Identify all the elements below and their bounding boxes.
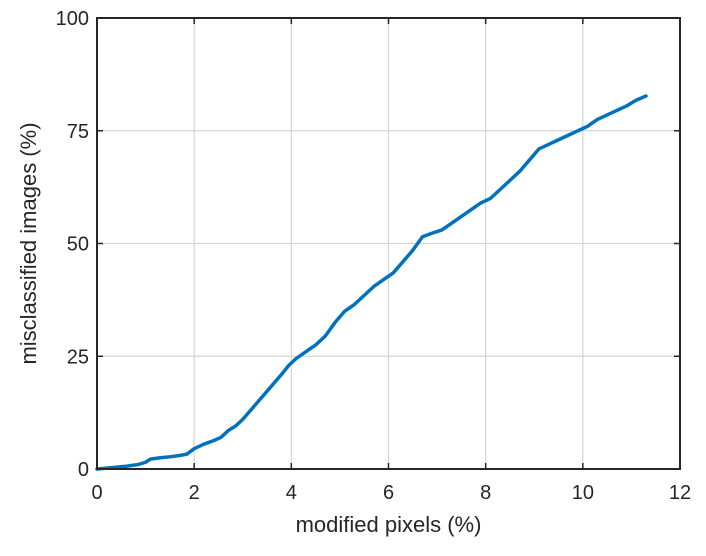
y-tick-label: 75 — [67, 121, 89, 143]
x-tick-label: 12 — [669, 482, 691, 504]
x-axis-label: modified pixels (%) — [296, 512, 482, 537]
y-tick-label: 25 — [67, 346, 89, 368]
x-tick-label: 10 — [572, 482, 594, 504]
y-tick-label: 0 — [78, 459, 89, 481]
series-layer — [95, 94, 648, 471]
x-tick-label: 4 — [286, 482, 297, 504]
series-line — [95, 94, 648, 471]
tick-labels: 0 2 4 6 8 10 12 0 25 50 75 100 — [56, 8, 692, 504]
x-tick-label: 6 — [383, 482, 394, 504]
x-tick-label: 2 — [189, 482, 200, 504]
y-axis-label: misclassified images (%) — [16, 122, 41, 364]
y-tick-label: 50 — [67, 234, 89, 256]
x-tick-label: 0 — [91, 482, 102, 504]
axes — [96, 17, 681, 470]
x-tick-label: 8 — [480, 482, 491, 504]
grid — [97, 18, 680, 469]
y-tick-label: 100 — [56, 8, 89, 30]
